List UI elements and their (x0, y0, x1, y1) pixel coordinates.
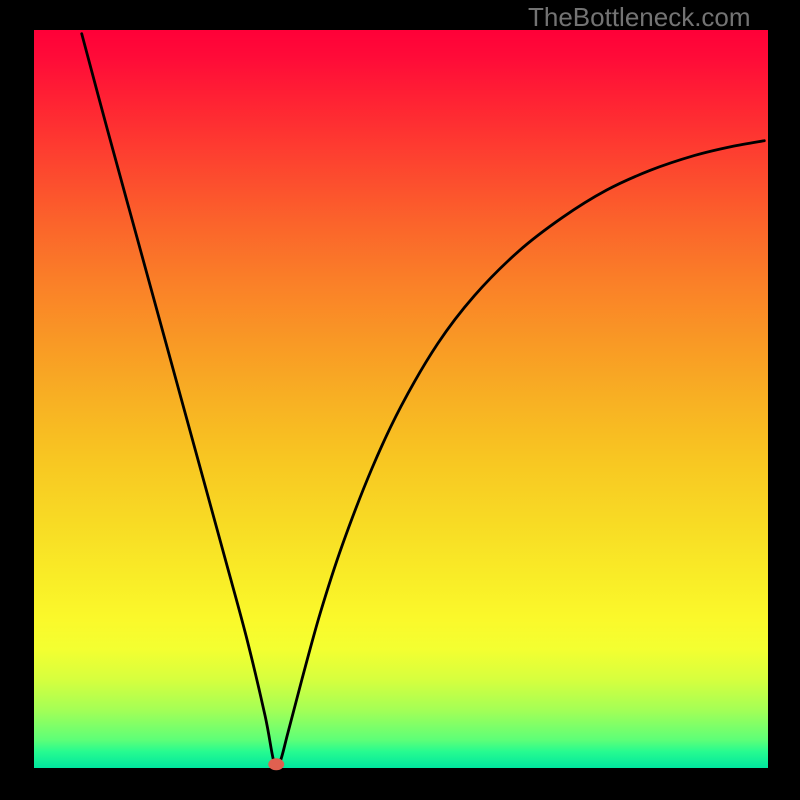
bottleneck-chart (0, 0, 800, 800)
chart-container: TheBottleneck.com (0, 0, 800, 800)
chart-background (34, 30, 768, 768)
optimal-point-marker (268, 758, 284, 770)
